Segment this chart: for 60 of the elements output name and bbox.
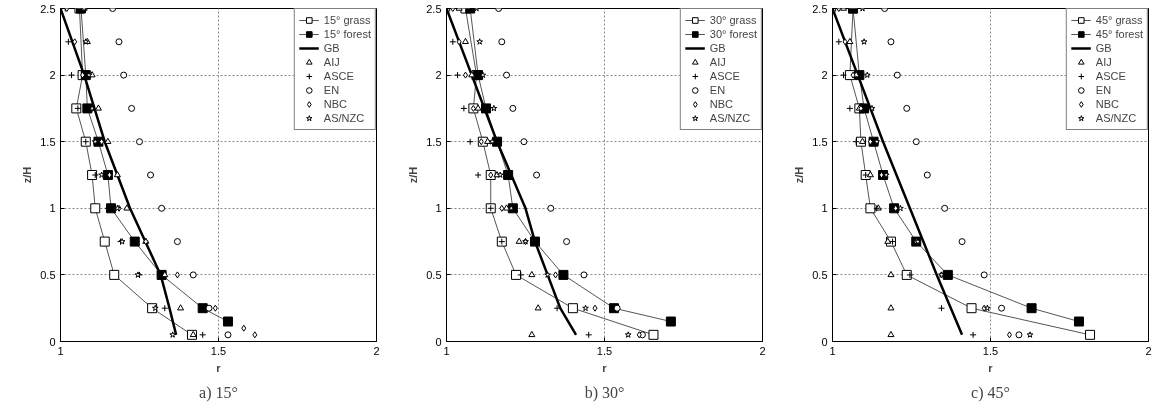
legend-label: 45° grass — [1095, 13, 1143, 27]
legend-label: NBC — [1095, 97, 1120, 111]
x-tick-label: 2 — [1145, 344, 1152, 357]
legend-label: AIJ — [1095, 55, 1113, 69]
y-tick-label: 1 — [435, 202, 442, 215]
y-tick-label: 2.5 — [812, 2, 828, 15]
x-axis-title: r — [988, 361, 994, 374]
legend-label: 45° forest — [1095, 27, 1143, 41]
x-tick-label: 1.5 — [982, 344, 999, 357]
legend-label: NBC — [323, 97, 348, 111]
x-tick-label: 1 — [829, 344, 836, 357]
y-tick-label: 1.5 — [426, 135, 442, 148]
legend-label: EN — [709, 83, 727, 97]
x-tick-label: 2 — [759, 344, 766, 357]
legend-label: 15° grass — [323, 13, 371, 27]
x-tick-label: 1 — [57, 344, 64, 357]
legend-label: GB — [1095, 41, 1113, 55]
legend-label: EN — [323, 83, 341, 97]
legend-label: AS/NZC — [323, 111, 365, 125]
legend-label: ASCE — [1095, 69, 1126, 83]
y-axis-title: z/H — [407, 166, 420, 184]
legend-label: AIJ — [709, 55, 727, 69]
legend-label: NBC — [709, 97, 734, 111]
legend-label: 15° forest — [323, 27, 371, 41]
x-tick-label: 2 — [373, 344, 380, 357]
y-axis-title: z/H — [793, 166, 806, 184]
legend-label: AS/NZC — [1095, 111, 1137, 125]
y-tick-label: 0 — [821, 335, 828, 348]
x-axis-title: r — [216, 361, 222, 374]
legend-label: GB — [709, 41, 727, 55]
text: c) 45° — [971, 383, 1010, 402]
y-tick-label: 0.5 — [812, 268, 828, 281]
legend-label: AIJ — [323, 55, 341, 69]
legend-label: ASCE — [323, 69, 354, 83]
y-tick-label: 2.5 — [40, 2, 56, 15]
legend-label: GB — [323, 41, 341, 55]
legend-label: 30° forest — [709, 27, 757, 41]
y-axis-title: z/H — [21, 166, 34, 184]
x-axis-title: r — [602, 361, 608, 374]
y-tick-label: 2.5 — [426, 2, 442, 15]
legend-label: EN — [1095, 83, 1113, 97]
y-tick-label: 2 — [435, 69, 442, 82]
y-tick-label: 0 — [49, 335, 56, 348]
y-tick-label: 1.5 — [812, 135, 828, 148]
legend-label: AS/NZC — [709, 111, 751, 125]
y-tick-label: 0 — [435, 335, 442, 348]
text: b) 30° — [584, 383, 625, 402]
y-tick-label: 1 — [821, 202, 828, 215]
y-tick-label: 1 — [49, 202, 56, 215]
y-tick-label: 2 — [49, 69, 56, 82]
legend-label: 30° grass — [709, 13, 757, 27]
x-tick-label: 1.5 — [596, 344, 613, 357]
y-tick-label: 2 — [821, 69, 828, 82]
text: a) 15° — [199, 383, 238, 402]
legend-label: ASCE — [709, 69, 740, 83]
y-tick-label: 1.5 — [40, 135, 56, 148]
y-tick-label: 0.5 — [426, 268, 442, 281]
y-tick-label: 0.5 — [40, 268, 56, 281]
x-tick-label: 1.5 — [210, 344, 227, 357]
x-tick-label: 1 — [443, 344, 450, 357]
